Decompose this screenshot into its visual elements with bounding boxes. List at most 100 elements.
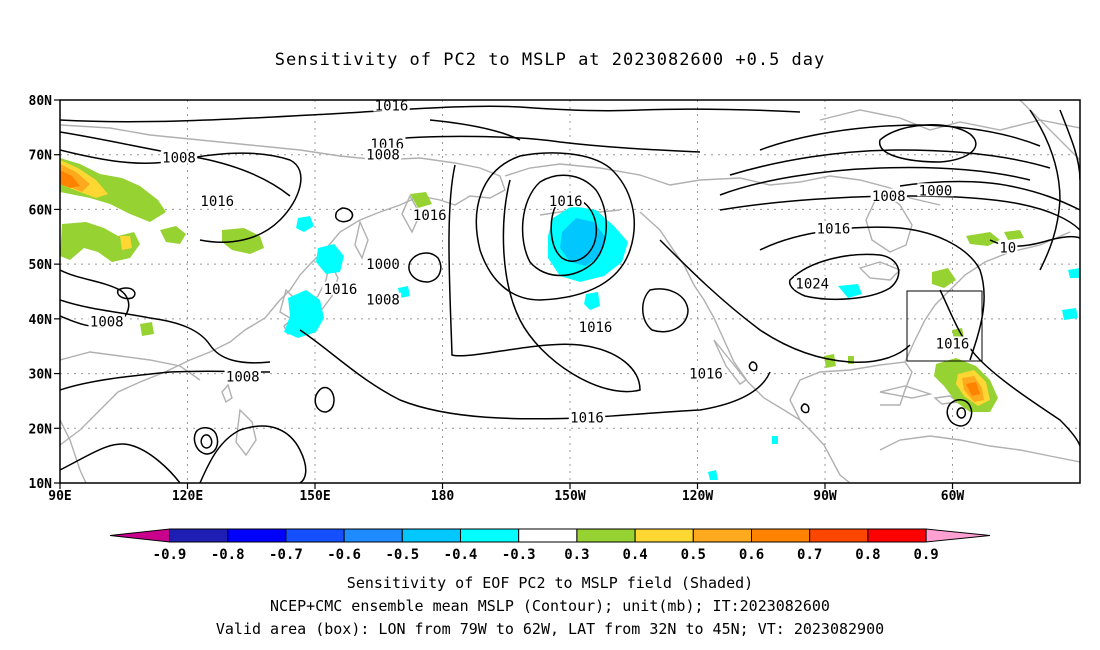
contour-1016-east-pacific: [642, 288, 689, 333]
contour-arctic-rings-1: [719, 166, 1031, 196]
lon-label: 60W: [941, 489, 965, 504]
lat-label: 80N: [29, 94, 53, 109]
contour-label: 1016: [579, 320, 613, 336]
great-lakes: [858, 261, 902, 281]
colorbar-label: -0.5: [385, 547, 419, 563]
colorbar-segment: [343, 528, 403, 543]
contour-labels: 1016 1016 1008 1008 1016 1016 1016 1000 1008 1016…: [88, 98, 1018, 426]
contour-closed-small-low-inner: [200, 434, 213, 449]
sensitivity-shading: [60, 158, 1080, 480]
colorbar-label: 0.3: [564, 547, 589, 563]
colorbar-segment: [576, 528, 636, 543]
contour-small-closed-3: [116, 287, 136, 300]
contour-1016-caribbean: [939, 289, 1080, 447]
lon-label: 120W: [682, 489, 713, 504]
contour-closed-caribbean-inner: [956, 407, 967, 419]
contour-label-bg: [998, 240, 1018, 254]
contour-closed-small-low: [193, 427, 219, 455]
contour-label-bg: [364, 257, 402, 271]
shade-positive-central-asia: [60, 222, 140, 262]
taiwan-coastline: [221, 383, 233, 404]
greenland-coast: [1019, 100, 1080, 161]
contour-label: 1000: [919, 183, 953, 199]
india-coastline: [60, 419, 87, 483]
contour-closed-caribbean: [946, 399, 973, 427]
contour-1016-north: [60, 105, 801, 123]
shade-negative-west-atlantic: [838, 284, 862, 298]
contour-label: 1016: [413, 208, 447, 224]
contour-label-bg: [199, 194, 236, 208]
contour-label: 1008: [872, 189, 906, 205]
shade-positive-northeast-asia: [160, 226, 186, 244]
lat-label: 40N: [29, 313, 53, 328]
contour-label: 1008: [162, 150, 196, 166]
shade-positive-china: [140, 322, 154, 336]
colorbar-label: 0.9: [913, 547, 938, 563]
contour-1024-atlantic-high: [788, 253, 900, 300]
contour-label-bg: [88, 314, 125, 328]
colorbar: -0.9 -0.8 -0.7 -0.6 -0.5 -0.4 -0.3 0.3 0.4 0.5 0.6…: [109, 528, 991, 563]
cuba: [879, 385, 933, 399]
shade-positive-0-7-atlantic: [966, 382, 980, 396]
contour-1016-asia-mid: [60, 131, 291, 197]
contour-label-bg: [870, 188, 907, 202]
contour-1016-subtropical: [299, 329, 771, 420]
contour-1008-tropical-west: [199, 425, 307, 483]
valid-area-box: [906, 290, 983, 362]
contour-label-bg: [794, 276, 831, 290]
contour-label-bg: [547, 194, 584, 208]
colorbar-label: 0.6: [739, 547, 764, 563]
contour-label-bg: [364, 147, 402, 161]
himalaya-borders: [60, 351, 201, 381]
colorbar-segment: [809, 528, 869, 543]
baja-california: [713, 339, 748, 385]
lon-label: 90W: [813, 489, 837, 504]
colorbar-label: -0.9: [153, 547, 187, 563]
contour-label: 1024: [795, 276, 829, 292]
shade-positive-mongolia: [222, 228, 264, 254]
contour-label: 1016: [570, 410, 604, 426]
shade-negative-mid-pacific: [584, 292, 600, 310]
colorbar-segment: [169, 528, 229, 543]
contour-label: 1016: [549, 194, 583, 210]
shade-positive-canada-east: [966, 232, 1000, 246]
colorbar-segment: [401, 528, 461, 543]
contour-small-closed-2: [408, 252, 442, 283]
contour-label-bg: [577, 320, 614, 334]
contour-label-bg: [322, 281, 359, 295]
contour-1008-china: [60, 269, 130, 328]
contour-label-bg: [687, 366, 725, 380]
shade-positive-bering: [410, 192, 432, 208]
colorbar-segment: [227, 528, 287, 543]
contour-label: 1016: [200, 194, 234, 210]
contour-arctic-rings-2: [729, 149, 1051, 176]
sakhalin-coastline: [354, 219, 369, 260]
lat-label: 70N: [29, 149, 53, 164]
contour-1008-asia-low: [60, 299, 271, 364]
colorbar-segment: [518, 528, 578, 543]
colorbar-segment: [634, 528, 694, 543]
contour-label-bg: [934, 336, 971, 350]
north-america-west-coast: [639, 211, 851, 483]
lon-label: 180: [431, 489, 455, 504]
contour-arctic-closed: [879, 124, 977, 163]
contour-label: 1008: [226, 369, 260, 385]
lat-label: 20N: [29, 422, 53, 437]
alaska-coastline: [504, 163, 941, 206]
colorbar-label: -0.8: [211, 547, 245, 563]
contour-label-bg: [224, 369, 261, 383]
asia-coastline: [60, 124, 506, 446]
shade-negative-kamchatka-core: [560, 218, 606, 266]
lon-label: 150W: [554, 489, 585, 504]
shade-negative-far-east: [1068, 268, 1080, 278]
shade-negative-gulf: [772, 436, 778, 444]
contour-label: 1016: [689, 367, 723, 383]
shade-positive-0-7-siberia: [60, 170, 80, 188]
shade-positive-labrador: [1004, 230, 1024, 240]
colorbar-segment: [285, 528, 345, 543]
contour-label-bg: [568, 410, 606, 424]
colorbar-segment: [751, 528, 811, 543]
contour-label: 1008: [90, 315, 124, 331]
colorbar-label: 0.8: [855, 547, 880, 563]
